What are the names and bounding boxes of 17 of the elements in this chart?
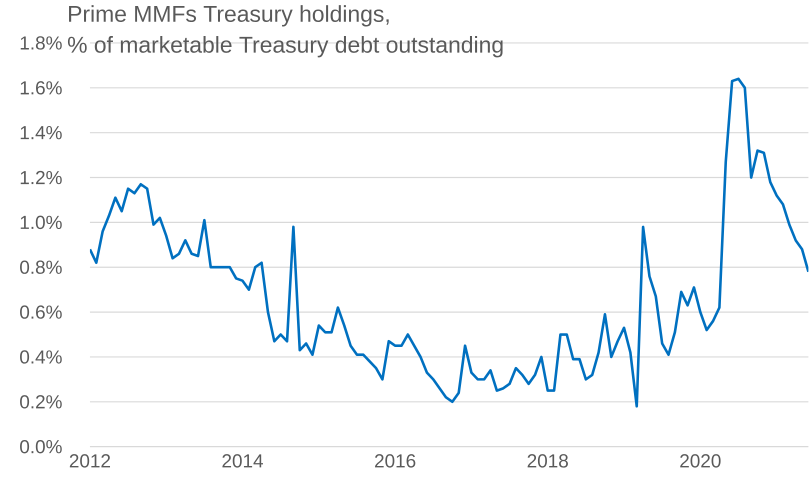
y-tick-label: 1.6% — [20, 81, 62, 95]
y-tick-label: 1.2% — [20, 171, 62, 184]
x-tick-label: 2020 — [680, 454, 721, 468]
chart-subtitle: % of marketable Treasury debt outstanding — [68, 36, 503, 58]
y-tick-label: 0.0% — [20, 440, 62, 454]
x-tick-label: 2016 — [375, 454, 416, 468]
x-tick-label: 2018 — [528, 454, 568, 468]
x-tick-label: 2012 — [70, 454, 110, 468]
y-tick-label: 0.4% — [20, 350, 62, 364]
x-tick-label: 2014 — [222, 454, 263, 468]
y-tick-label: 1.8% — [20, 36, 62, 50]
chart-title: Prime MMFs Treasury holdings, — [69, 5, 389, 27]
y-tick-label: 1.0% — [20, 216, 62, 230]
y-tick-label: 0.2% — [20, 395, 62, 409]
y-tick-label: 0.6% — [20, 306, 62, 319]
y-tick-label: 0.8% — [20, 260, 62, 274]
y-tick-label: 1.4% — [20, 126, 62, 140]
